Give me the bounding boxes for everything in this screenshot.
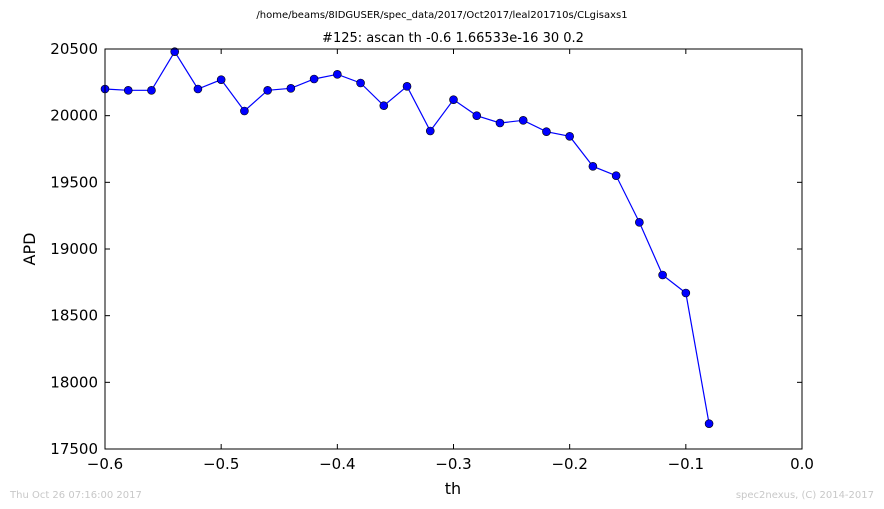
chart-title: #125: ascan th -0.6 1.66533e-16 30 0.2 [322,31,584,46]
data-point [333,70,342,79]
data-point [635,218,644,227]
file-path-header: /home/beams/8IDGUSER/spec_data/2017/Oct2… [256,10,627,21]
y-tick-label: 18500 [50,307,98,325]
data-point [263,86,272,95]
x-tick-label: −0.5 [203,455,239,473]
plot-area [100,47,714,428]
data-point [565,132,574,141]
data-point [658,270,667,280]
data-point [681,288,691,298]
data-point [309,74,319,84]
data-point [193,84,203,94]
series-line [104,50,710,424]
data-point [611,171,621,180]
x-tick-label: −0.2 [551,455,587,473]
data-point [379,101,389,110]
data-point [588,162,598,171]
y-tick-label: 20000 [50,107,98,125]
data-point [147,86,156,95]
y-tick-label: 20500 [50,40,98,58]
y-tick-label: 17500 [50,440,98,458]
data-point [170,47,179,56]
data-point [542,127,551,136]
data-point [518,116,528,125]
x-tick-label: 0.0 [790,455,814,473]
y-tick-label: 18000 [50,373,98,391]
y-tick-label: 19500 [50,173,98,191]
data-point [425,126,435,136]
y-axis: 17500 18000 18500 19000 19500 20000 20500 [50,40,802,458]
y-tick-label: 19000 [50,240,98,258]
data-point [449,95,458,104]
y-axis-label: APD [20,233,39,266]
data-point [123,86,133,95]
data-point [472,111,482,120]
data-point [240,106,249,116]
footer-credit: spec2nexus, (C) 2014-2017 [736,490,874,501]
data-point [286,84,296,93]
data-point [704,419,714,428]
x-axis: −0.6 −0.5 −0.4 −0.3 −0.2 −0.1 0.0 [87,49,814,473]
x-axis-label: th [445,479,461,498]
x-tick-label: −0.3 [435,455,471,473]
x-tick-label: −0.4 [319,455,355,473]
x-tick-label: −0.1 [668,455,704,473]
footer-timestamp: Thu Oct 26 07:16:00 2017 [9,490,142,501]
plot-frame [104,48,803,450]
x-tick-label: −0.6 [87,455,123,473]
data-point [216,75,226,84]
data-point [495,118,505,128]
data-point [356,78,365,88]
data-point [402,82,412,91]
